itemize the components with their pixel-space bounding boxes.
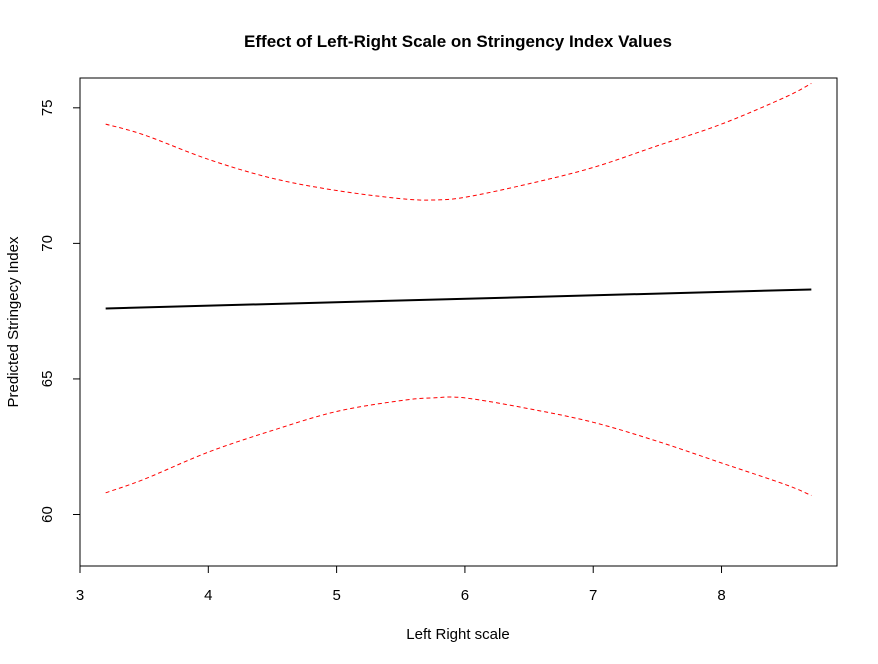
fitted-line: [105, 288, 812, 310]
x-axis: 3 4 5 6 7 8: [76, 565, 726, 604]
y-tick-label: 60: [39, 506, 56, 523]
x-tick-label: 4: [204, 587, 212, 604]
y-tick-label: 70: [39, 235, 56, 252]
y-axis-label: Predicted Stringecy Index: [5, 236, 22, 407]
x-axis-label: Left Right scale: [406, 626, 509, 643]
lower-ci-line: [105, 396, 812, 496]
x-tick-label: 3: [76, 587, 84, 604]
x-tick-label: 8: [717, 587, 725, 604]
x-tick-label: 6: [461, 587, 469, 604]
series-layer: [105, 82, 812, 496]
y-tick-label: 65: [39, 371, 56, 388]
y-tick-label: 75: [39, 99, 56, 116]
y-axis: 60 65 70 75: [39, 99, 81, 523]
chart-title: Effect of Left-Right Scale on Stringency…: [244, 32, 672, 51]
upper-ci-line: [105, 82, 812, 201]
x-tick-label: 5: [332, 587, 340, 604]
x-tick-label: 7: [589, 587, 597, 604]
plot-frame: [79, 77, 838, 567]
